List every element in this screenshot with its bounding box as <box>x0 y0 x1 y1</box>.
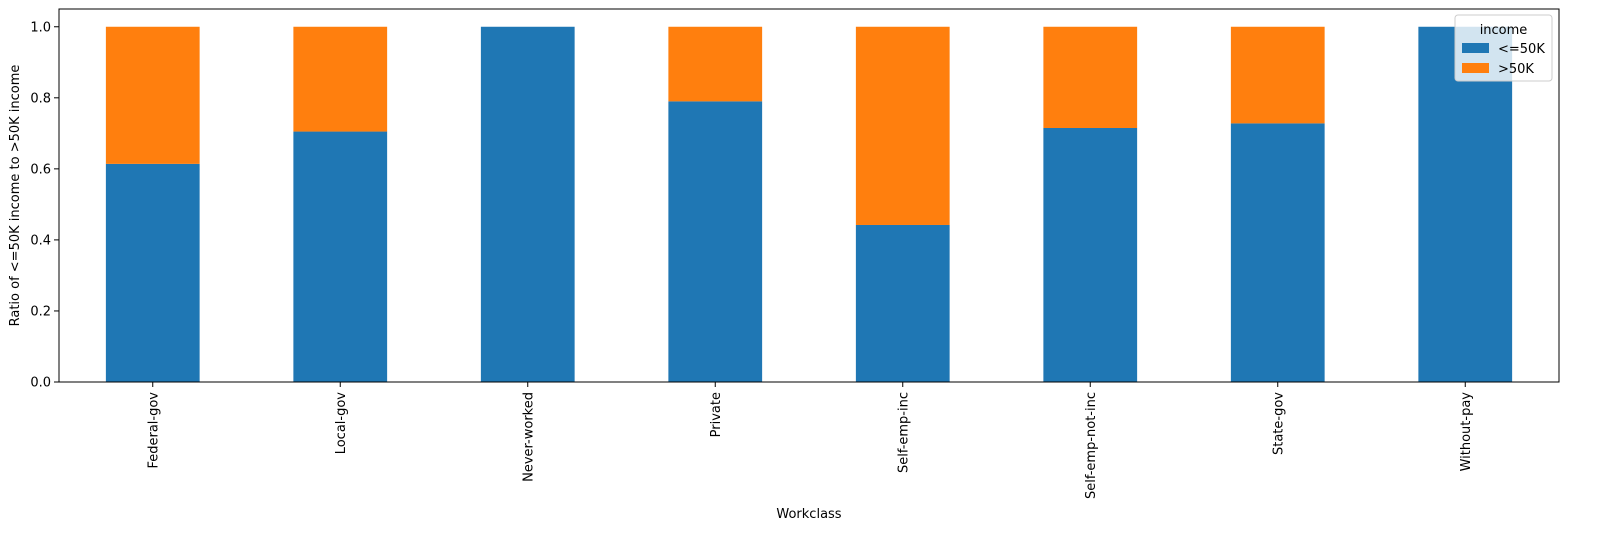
y-tick-label: 0.8 <box>30 91 51 106</box>
x-tick-label-never-worked: Never-worked <box>521 392 536 482</box>
y-axis: 0.0 0.2 0.4 0.6 0.8 1.0 <box>30 20 59 391</box>
x-tick-label-private: Private <box>709 392 724 437</box>
y-axis-label: Ratio of <=50K income to >50K income <box>8 65 23 327</box>
bar-self-emp-not-inc-series-1 <box>1043 26 1138 128</box>
x-tick-label-without-pay: Without-pay <box>1459 392 1474 472</box>
x-tick-label-local-gov: Local-gov <box>334 392 349 455</box>
bar-state-gov-series-1 <box>1230 26 1325 124</box>
legend: income <=50K >50K <box>1454 14 1553 82</box>
bar-never-worked-series-0 <box>480 26 575 382</box>
plot-frame <box>58 8 1560 383</box>
bar-local-gov-series-0 <box>293 131 388 382</box>
bar-federal-gov-series-0 <box>105 163 200 382</box>
y-tick-label: 0.0 <box>30 376 51 391</box>
x-axis: Federal-gov Local-gov Never-worked Private S… <box>146 382 1474 499</box>
legend-swatch-1 <box>1462 63 1489 73</box>
legend-title: income <box>1480 23 1528 38</box>
legend-label-0: <=50K <box>1498 42 1545 57</box>
x-tick-label-self-emp-inc: Self-emp-inc <box>896 392 911 473</box>
x-tick-label-self-emp-not-inc: Self-emp-not-inc <box>1084 392 1099 499</box>
y-tick-label: 0.2 <box>30 304 51 319</box>
bar-local-gov-series-1 <box>293 26 388 132</box>
bar-state-gov-series-0 <box>1230 123 1325 382</box>
y-tick-label: 1.0 <box>30 20 51 35</box>
y-tick-label: 0.4 <box>30 233 51 248</box>
x-tick-label-federal-gov: Federal-gov <box>146 392 161 469</box>
x-axis-label: Workclass <box>776 507 841 522</box>
bar-without-pay-series-0 <box>1418 26 1513 382</box>
bar-self-emp-inc-series-0 <box>855 224 950 382</box>
bar-private-series-0 <box>668 101 763 383</box>
bar-federal-gov-series-1 <box>105 26 200 164</box>
y-tick-label: 0.6 <box>30 162 51 177</box>
bars-layer <box>105 26 1513 383</box>
bar-self-emp-inc-series-1 <box>855 26 950 225</box>
x-tick-label-state-gov: State-gov <box>1271 392 1286 455</box>
bar-self-emp-not-inc-series-0 <box>1043 128 1138 382</box>
bar-private-series-1 <box>668 26 763 102</box>
legend-swatch-0 <box>1462 43 1489 53</box>
legend-label-1: >50K <box>1498 62 1534 77</box>
